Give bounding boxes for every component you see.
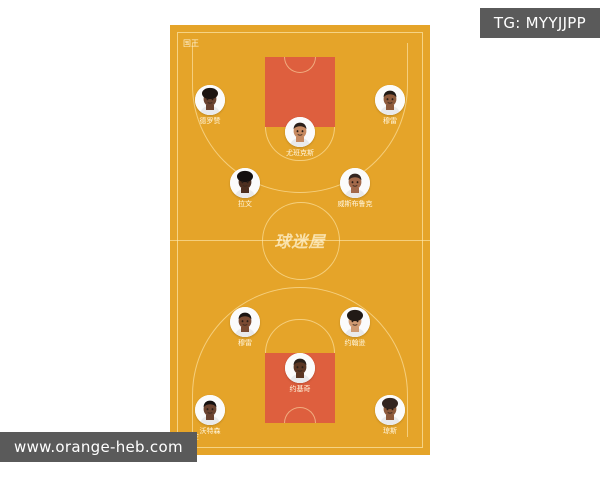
player-avatar-icon <box>285 117 315 147</box>
player-avatar-icon <box>375 85 405 115</box>
website-watermark-badge: www.orange-heb.com <box>0 432 197 462</box>
player-name-label: 威斯布鲁克 <box>337 200 373 208</box>
player-marker[interactable]: 威斯布鲁克 <box>333 168 377 209</box>
player-name-label: 拉文 <box>238 200 252 208</box>
player-marker[interactable]: 约基奇 <box>278 353 322 394</box>
basketball-court: 球迷屋 国王 掘金 德罗赞 穆雷 尤班克斯 <box>170 25 430 455</box>
player-avatar-icon <box>195 395 225 425</box>
player-marker[interactable]: 穆雷 <box>368 85 412 126</box>
player-name-label: 琼斯 <box>383 427 397 435</box>
player-marker[interactable]: 琼斯 <box>368 395 412 436</box>
player-avatar-icon <box>230 168 260 198</box>
player-marker[interactable]: 德罗赞 <box>188 85 232 126</box>
player-avatar-icon <box>340 168 370 198</box>
court-watermark: 球迷屋 <box>274 232 326 251</box>
player-marker[interactable]: 沃特森 <box>188 395 232 436</box>
player-name-label: 德罗赞 <box>199 117 221 125</box>
player-name-label: 穆雷 <box>238 339 252 347</box>
player-name-label: 穆雷 <box>383 117 397 125</box>
player-name-label: 约翰逊 <box>344 339 366 347</box>
player-name-label: 尤班克斯 <box>286 149 314 157</box>
player-avatar-icon <box>230 307 260 337</box>
player-name-label: 约基奇 <box>289 385 311 393</box>
player-avatar-icon <box>340 307 370 337</box>
player-avatar-icon <box>375 395 405 425</box>
player-marker[interactable]: 拉文 <box>223 168 267 209</box>
player-marker[interactable]: 约翰逊 <box>333 307 377 348</box>
center-circle <box>262 202 340 280</box>
player-marker[interactable]: 尤班克斯 <box>278 117 322 158</box>
telegram-handle-badge: TG: MYYJJPP <box>479 8 600 38</box>
player-name-label: 沃特森 <box>199 427 221 435</box>
player-avatar-icon <box>285 353 315 383</box>
team-name-top: 国王 <box>183 39 199 48</box>
player-marker[interactable]: 穆雷 <box>223 307 267 348</box>
player-avatar-icon <box>195 85 225 115</box>
